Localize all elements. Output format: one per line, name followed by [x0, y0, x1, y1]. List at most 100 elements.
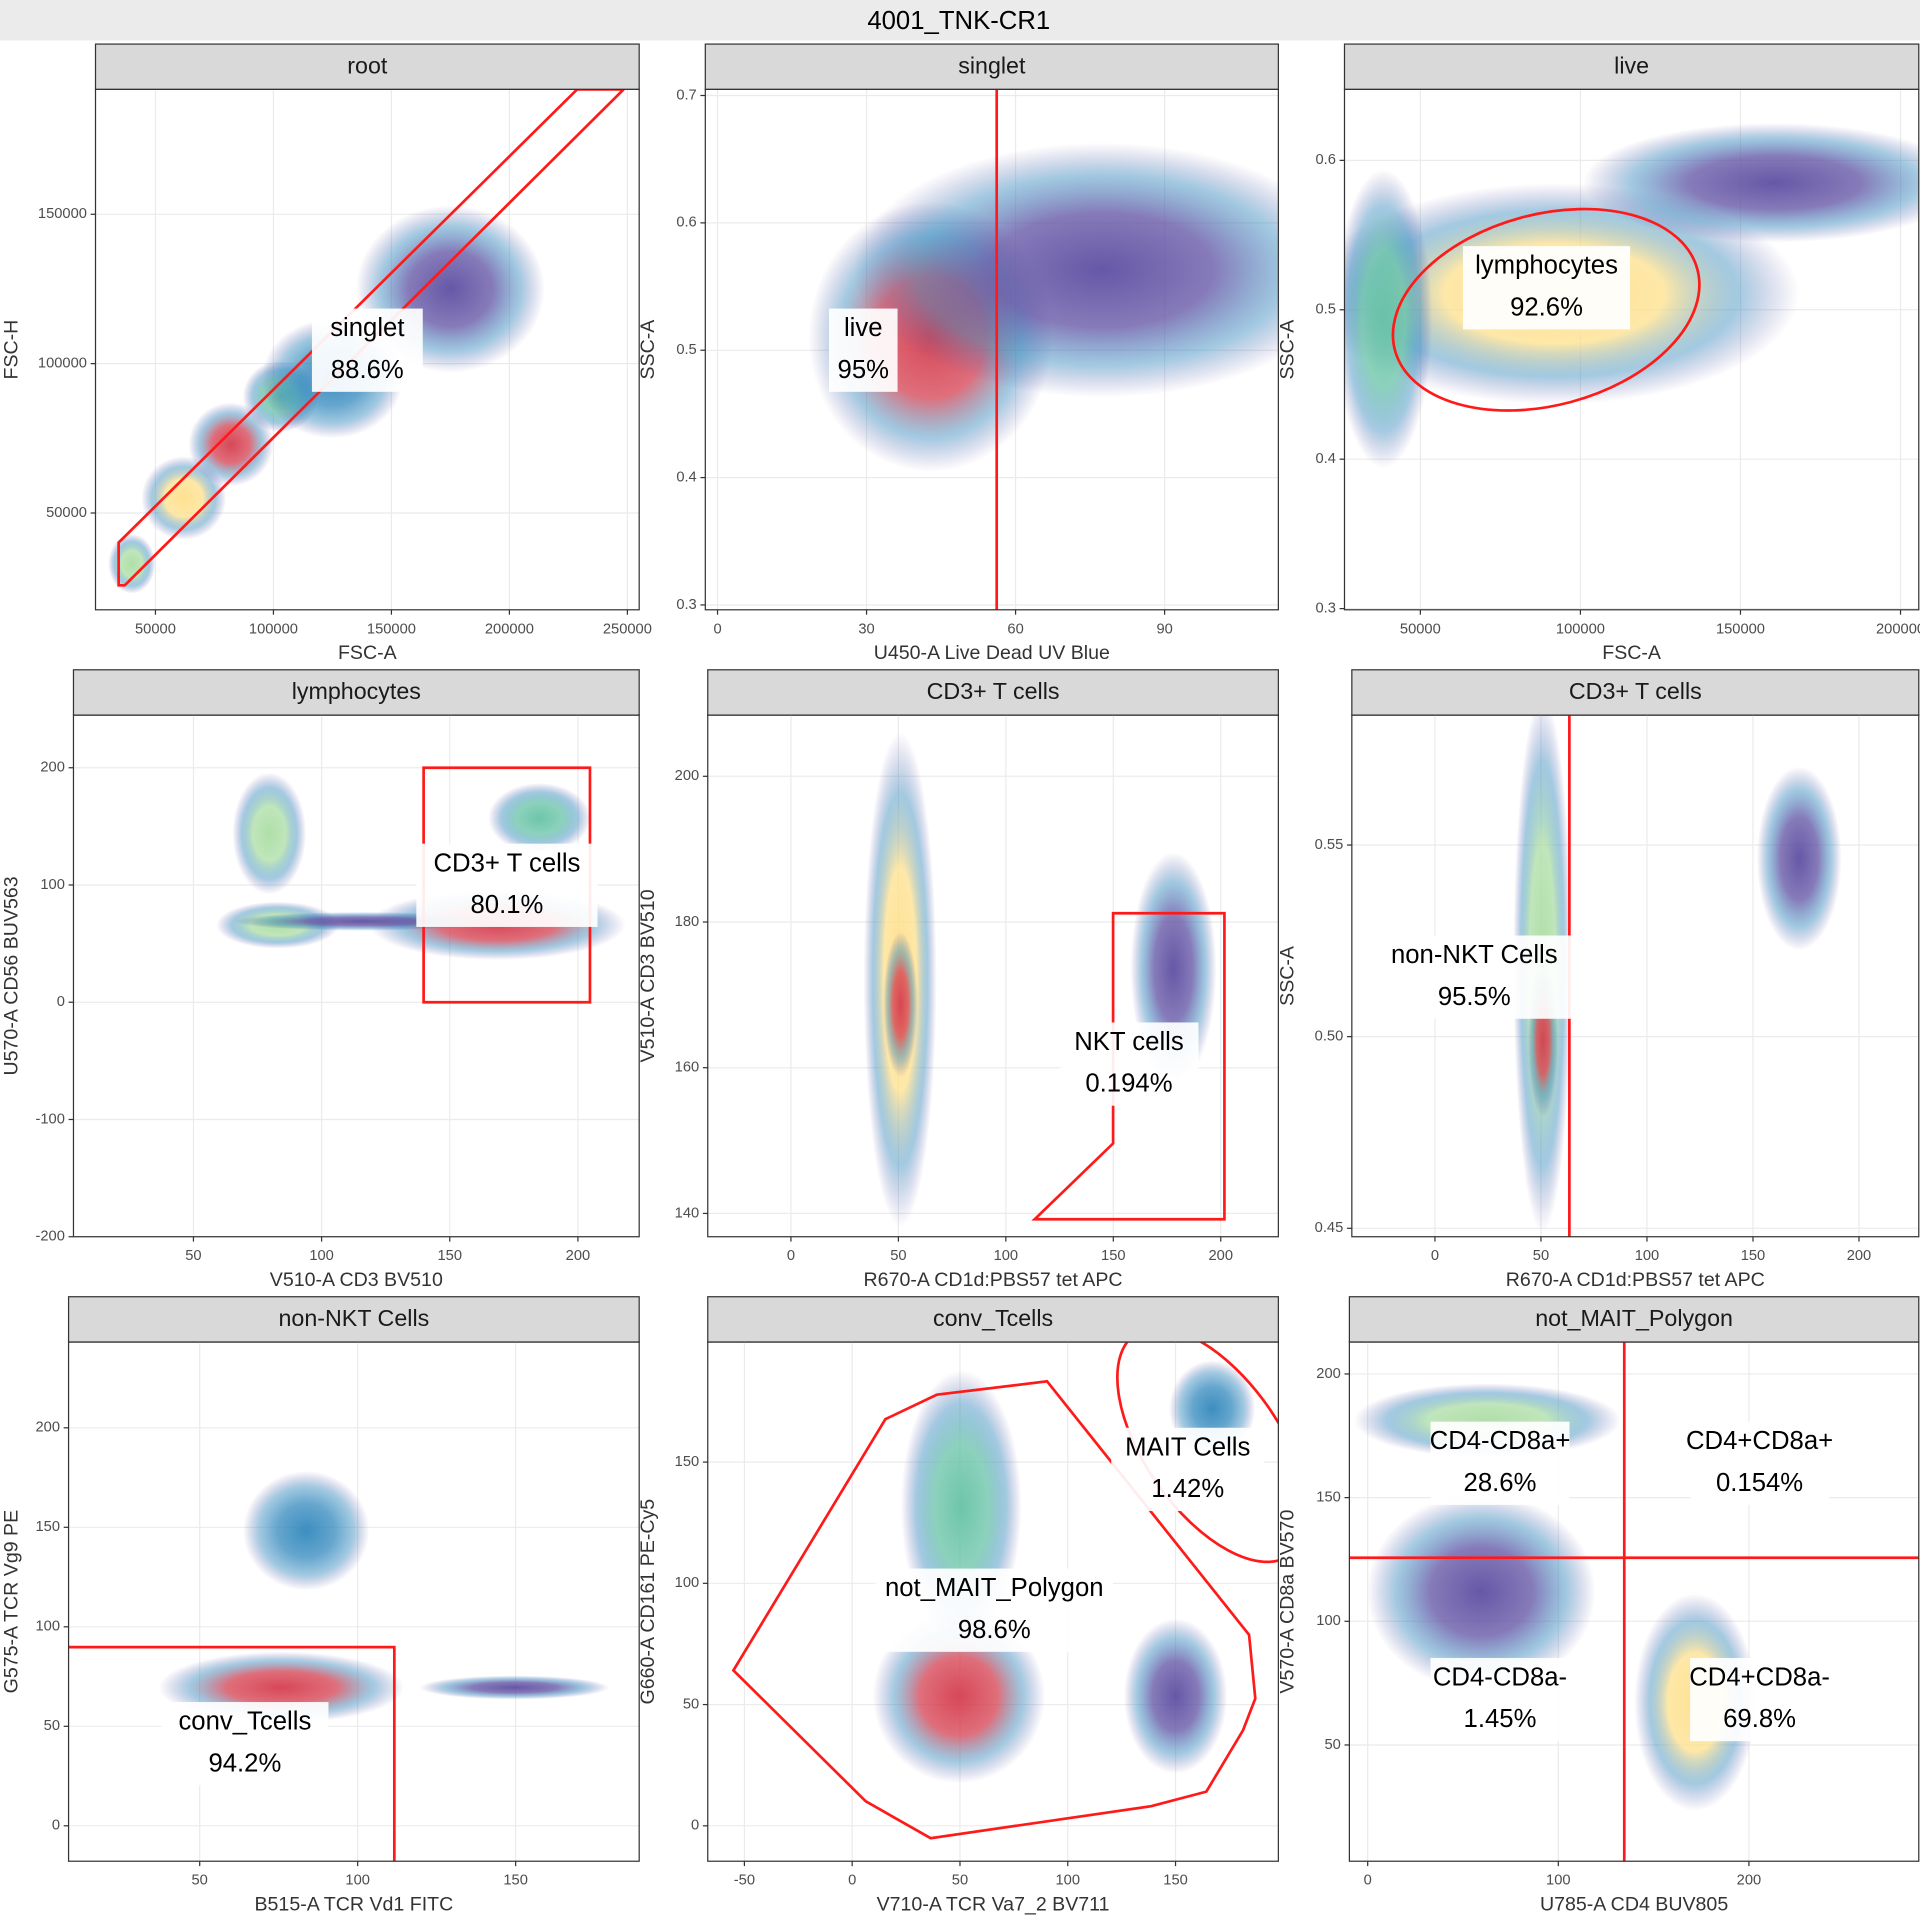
x-axis-label: FSC-A — [338, 642, 398, 664]
panel-border — [67, 1341, 640, 1862]
panel: CD3+ T cells 0 50 100 150 200 0.45 0.50 0.55 non-… — [1276, 669, 1920, 1291]
gate-label-box — [828, 308, 898, 392]
y-tick-label: 0.3 — [676, 597, 696, 613]
gate-name: lymphocytes — [1475, 252, 1618, 280]
x-tick-label: 150 — [438, 1248, 463, 1264]
y-tick-label: 0 — [52, 1818, 60, 1834]
gate-name: CD4+CD8a- — [1689, 1664, 1830, 1692]
y-tick-label: 100000 — [38, 356, 87, 372]
y-tick-label: 140 — [675, 1205, 700, 1221]
cell-density — [242, 1470, 370, 1591]
y-tick-label: 50000 — [46, 505, 87, 521]
x-tick-label: 100 — [1546, 1873, 1571, 1889]
panel: root 50000 100000 150000 200000 250000 50000 10… — [0, 43, 652, 664]
x-tick-label: 100000 — [249, 621, 298, 637]
strip-title: root — [347, 52, 388, 78]
y-axis-label: SSC-A — [1276, 945, 1298, 1006]
panel-border — [94, 88, 640, 611]
gate-percent: 95.5% — [1438, 983, 1511, 1011]
cell-density — [1344, 169, 1433, 469]
strip — [1351, 669, 1920, 716]
y-tick-label: 150 — [1316, 1489, 1341, 1505]
gate-name: non-NKT Cells — [1391, 941, 1558, 969]
gate-label-box — [1430, 1421, 1570, 1505]
y-tick-label: 180 — [675, 914, 700, 930]
x-tick-label: 0 — [1431, 1248, 1439, 1264]
figure-title: 4001_TNK-CR1 — [867, 7, 1050, 35]
y-tick-label: 150 — [35, 1519, 60, 1535]
panel: singlet 0 30 60 90 0.3 0.4 0.5 0.6 0.7 live 95% U450… — [637, 43, 1279, 664]
strip-title: conv_Tcells — [933, 1305, 1053, 1331]
gate-percent: 69.8% — [1723, 1705, 1796, 1733]
y-tick-label: 0 — [691, 1818, 699, 1834]
gate-label-box — [875, 1568, 1114, 1652]
x-axis-label: FSC-A — [1602, 642, 1662, 664]
cell-density — [108, 533, 156, 594]
strip — [707, 669, 1279, 716]
y-axis-label: SSC-A — [1276, 319, 1298, 380]
gate-percent: 95% — [838, 356, 889, 384]
y-tick-label: 0.55 — [1315, 837, 1344, 853]
x-tick-label: 90 — [1156, 621, 1172, 637]
gate-percent: 94.2% — [208, 1749, 281, 1777]
y-tick-label: 0.3 — [1315, 600, 1335, 616]
gate-label-box — [161, 1702, 329, 1786]
panel: not_MAIT_Polygon 0 100 200 50 100 150 200 CD4-CD… — [1276, 1296, 1920, 1915]
x-tick-label: 0 — [848, 1873, 856, 1889]
gate-percent: 80.1% — [470, 891, 543, 919]
panel: non-NKT Cells 50 100 150 0 50 100 150 200 conv_Tc… — [0, 1296, 640, 1915]
plot-area — [705, 89, 1279, 610]
y-tick-label: 200 — [1316, 1366, 1341, 1382]
panel-border — [707, 1341, 1279, 1862]
x-tick-label: 200 — [1847, 1248, 1872, 1264]
gate-percent: 1.45% — [1464, 1705, 1537, 1733]
y-tick-label: 0.45 — [1315, 1220, 1344, 1236]
y-tick-label: -100 — [35, 1111, 64, 1127]
strip — [1343, 43, 1920, 90]
y-tick-label: 0 — [57, 994, 65, 1010]
cell-density — [872, 1608, 1046, 1784]
gate-label-box — [1430, 1657, 1570, 1742]
x-tick-label: 200000 — [485, 621, 534, 637]
cell-density — [419, 1675, 610, 1700]
strip-title: CD3+ T cells — [927, 678, 1060, 704]
panel-border — [1343, 88, 1920, 611]
x-tick-label: 50000 — [1400, 621, 1441, 637]
panel: CD3+ T cells 0 50 100 150 200 140 160 180 200 NKT … — [637, 669, 1279, 1291]
y-tick-label: 0.6 — [1315, 152, 1335, 168]
y-tick-label: 50 — [1324, 1737, 1340, 1753]
gate-label-box — [1059, 1022, 1199, 1106]
x-tick-label: 200 — [1209, 1248, 1234, 1264]
panel: live 50000 100000 150000 200000 0.3 0.4 0.5 0.6 l… — [1276, 43, 1920, 664]
x-tick-label: 150 — [1101, 1248, 1126, 1264]
title-band — [0, 0, 1920, 41]
panel-border — [1348, 1341, 1920, 1862]
cell-density — [488, 782, 591, 854]
cell-density — [232, 772, 307, 895]
x-tick-label: 150 — [1741, 1248, 1766, 1264]
gate-ellipse — [1391, 207, 1701, 412]
x-tick-label: 150 — [1163, 1873, 1188, 1889]
y-tick-label: 50 — [44, 1718, 60, 1734]
y-axis-label: SSC-A — [637, 319, 659, 380]
x-tick-label: 150 — [503, 1873, 528, 1889]
y-axis-label: U570-A CD56 BUV563 — [0, 876, 22, 1075]
gate-percent: 28.6% — [1464, 1469, 1537, 1497]
cell-density — [1366, 1492, 1596, 1691]
x-tick-label: 0 — [787, 1248, 795, 1264]
strip — [67, 1296, 640, 1343]
y-tick-label: 200 — [675, 768, 700, 784]
strip-title: not_MAIT_Polygon — [1535, 1305, 1733, 1331]
gate-label-box — [416, 843, 598, 927]
plot-area — [95, 89, 640, 610]
gate-percent: 0.154% — [1716, 1469, 1803, 1497]
y-tick-label: 160 — [675, 1060, 700, 1076]
gate-label-box — [1111, 1427, 1265, 1512]
x-tick-label: 150000 — [367, 621, 416, 637]
x-tick-label: 150000 — [1716, 621, 1765, 637]
y-axis-label: V510-A CD3 BV510 — [637, 889, 659, 1062]
panel-border — [704, 88, 1279, 611]
panel-border — [72, 714, 640, 1238]
x-tick-label: 100000 — [1556, 621, 1605, 637]
